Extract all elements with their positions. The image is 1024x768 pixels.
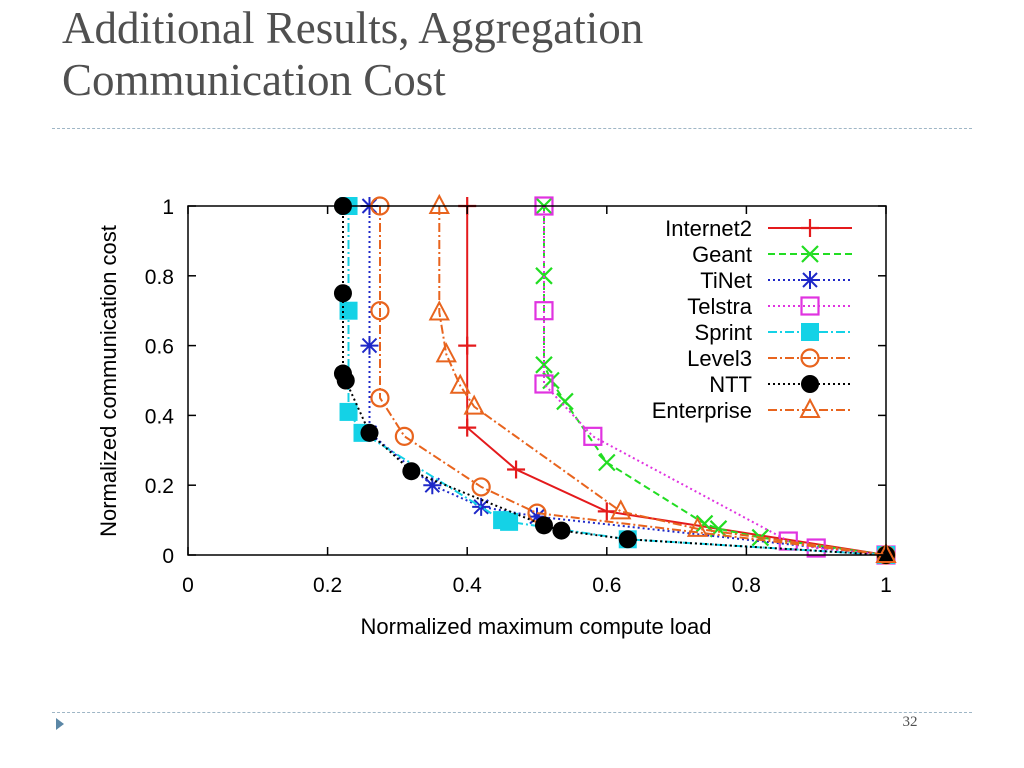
data-point-ntt	[333, 284, 352, 303]
title-divider	[52, 128, 972, 129]
x-axis: 0 0.2 0.4 0.6 0.8 1	[182, 206, 892, 597]
x-tick-label: 0.2	[313, 574, 342, 597]
data-point-geant	[556, 392, 574, 411]
legend-label: Level3	[687, 346, 752, 371]
series-line-internet2	[466, 206, 887, 556]
data-point-tinet	[423, 476, 442, 495]
y-tick-label: 1	[162, 196, 174, 219]
slide-marker-icon	[56, 718, 64, 730]
data-point-sprint	[500, 512, 519, 531]
legend-label: Sprint	[695, 320, 752, 345]
legend-label: Internet2	[665, 216, 752, 241]
data-point-telstra	[534, 374, 554, 394]
legend-marker-level3	[800, 348, 820, 368]
legend-marker-ntt	[801, 375, 819, 393]
x-tick-label: 0.6	[592, 574, 621, 597]
data-point-internet2	[458, 418, 477, 437]
page-number: 32	[902, 714, 918, 730]
data-point-ntt	[618, 530, 637, 549]
series-line-enterprise	[438, 206, 887, 556]
data-point-geant	[695, 514, 714, 533]
y-tick-label: 0.2	[145, 475, 174, 498]
plot-frame	[187, 205, 887, 556]
data-point-ntt	[402, 462, 421, 481]
legend-marker-sprint	[801, 323, 819, 341]
legend-marker-telstra	[800, 296, 820, 316]
y-axis-title: Normalized communication cost	[96, 225, 121, 537]
data-point-telstra	[583, 426, 603, 446]
data-point-enterprise	[463, 394, 485, 415]
legend-marker-tinet	[801, 271, 819, 289]
series-line-ntt	[342, 206, 887, 556]
slide-title: Additional Results, Aggregation Communic…	[62, 3, 644, 105]
data-point-tinet	[528, 507, 546, 526]
data-point-ntt	[534, 516, 553, 535]
legend-marker-enterprise	[799, 397, 821, 418]
y-axis: 0 0.2 0.4 0.6 0.8 1	[145, 196, 886, 568]
y-tick-label: 0.4	[145, 405, 175, 428]
data-point-enterprise	[428, 300, 450, 321]
data-point-geant	[535, 356, 553, 374]
legend-marker-geant	[801, 245, 819, 263]
legend-label: Geant	[692, 242, 752, 267]
x-tick-label: 0.8	[732, 574, 761, 597]
data-point-internet2	[597, 502, 616, 521]
legend-item-internet2: Internet2	[665, 216, 852, 241]
y-tick-label: 0.8	[145, 266, 174, 289]
legend-item-tinet: TiNet	[700, 268, 852, 293]
data-point-ntt	[360, 423, 379, 442]
series-level3	[370, 196, 896, 565]
legend-item-geant: Geant	[692, 242, 852, 267]
data-point-ntt	[336, 371, 355, 390]
x-tick-label: 0	[182, 574, 194, 597]
data-point-geant	[598, 453, 616, 472]
plot-area	[333, 193, 897, 565]
x-axis-title: Normalized maximum compute load	[361, 614, 712, 639]
data-point-internet2	[458, 336, 477, 355]
data-point-geant	[535, 267, 553, 285]
legend-label: TiNet	[700, 268, 752, 293]
legend-item-level3: Level3	[687, 346, 852, 371]
footer-divider	[52, 712, 972, 713]
legend-item-enterprise: Enterprise	[652, 397, 852, 423]
data-point-internet2	[507, 460, 526, 479]
series-line-level3	[379, 206, 887, 556]
series-internet2	[458, 197, 895, 564]
data-point-sprint	[339, 402, 358, 421]
y-tick-label: 0.6	[145, 336, 174, 359]
legend-item-telstra: Telstra	[687, 294, 852, 319]
legend-label: Telstra	[687, 294, 753, 319]
legend-label: NTT	[709, 372, 752, 397]
data-point-level3	[370, 301, 390, 321]
series-enterprise	[428, 193, 897, 563]
legend: Internet2GeantTiNetTelstraSprintLevel3NT…	[652, 216, 852, 423]
legend-marker-internet2	[801, 219, 819, 237]
series-line-telstra	[543, 206, 887, 556]
data-point-enterprise	[435, 342, 457, 363]
data-point-enterprise	[875, 542, 897, 563]
series-ntt	[333, 197, 895, 564]
legend-label: Enterprise	[652, 398, 752, 423]
x-tick-label: 1	[880, 574, 892, 597]
data-point-tinet	[360, 336, 379, 355]
data-point-enterprise	[449, 373, 471, 394]
legend-item-sprint: Sprint	[695, 320, 852, 345]
data-point-ntt	[552, 521, 571, 540]
y-tick-label: 0	[162, 545, 174, 568]
data-point-enterprise	[610, 499, 632, 520]
data-point-level3	[394, 426, 414, 446]
data-point-enterprise	[428, 193, 450, 214]
data-point-sprint	[339, 301, 358, 320]
data-point-enterprise	[686, 516, 709, 537]
data-point-telstra	[534, 301, 554, 321]
data-point-level3	[471, 477, 491, 497]
x-tick-label: 0.4	[453, 574, 483, 597]
series-line-sprint	[347, 206, 887, 556]
data-point-level3	[370, 388, 390, 408]
legend-item-ntt: NTT	[709, 372, 852, 397]
